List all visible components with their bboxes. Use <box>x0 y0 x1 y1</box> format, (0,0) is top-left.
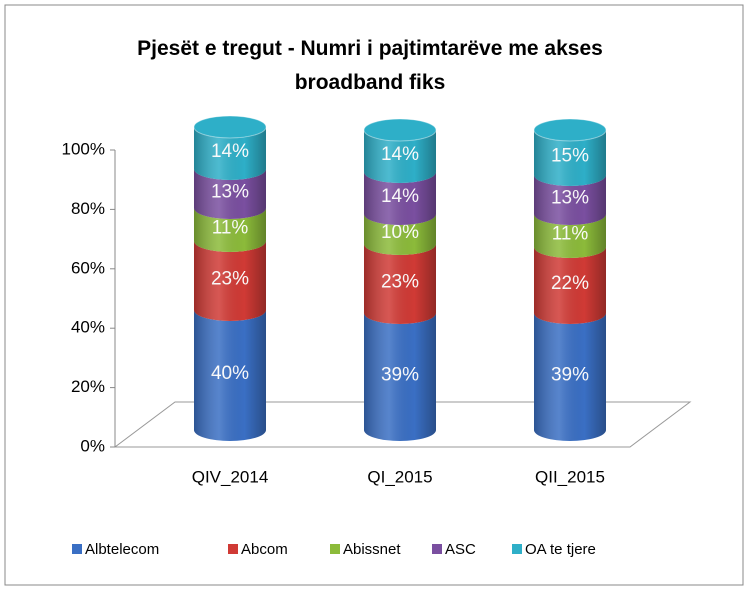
y-tick-label: 80% <box>71 199 105 218</box>
y-tick-label: 60% <box>71 258 105 277</box>
y-tick-label: 20% <box>71 377 105 396</box>
legend-label: Abcom <box>241 541 288 558</box>
legend-swatch <box>512 544 522 554</box>
data-label: 11% <box>212 218 249 239</box>
data-label: 23% <box>381 272 419 293</box>
legend-swatch <box>228 544 238 554</box>
data-label: 13% <box>211 182 249 203</box>
data-label: 23% <box>211 269 249 290</box>
data-label: 40% <box>211 363 249 384</box>
chart-title: Pjesët e tregut - Numri i pajtimtarëve m… <box>137 37 603 94</box>
data-label: 14% <box>381 186 419 207</box>
y-tick-label: 40% <box>71 318 105 337</box>
legend-swatch <box>72 544 82 554</box>
legend-swatch <box>432 544 442 554</box>
data-label: 13% <box>551 188 589 209</box>
y-tick-label: 100% <box>62 139 105 158</box>
legend-swatch <box>330 544 340 554</box>
data-label: 39% <box>381 365 419 386</box>
data-label: 15% <box>551 146 589 167</box>
x-tick-label: QII_2015 <box>535 467 605 486</box>
y-tick-label: 0% <box>80 436 105 455</box>
legend-label: Albtelecom <box>85 541 159 558</box>
data-label: 22% <box>551 273 589 294</box>
legend-label: Abissnet <box>343 541 401 558</box>
data-label: 11% <box>552 224 589 245</box>
data-label: 14% <box>211 141 249 162</box>
cylinder-top <box>363 118 437 142</box>
cylinder-top <box>533 118 607 142</box>
legend-label: ASC <box>445 541 476 558</box>
data-label: 10% <box>381 222 419 243</box>
legend-label: OA te tjere <box>525 541 596 558</box>
cylinder-top <box>193 115 267 139</box>
data-label: 14% <box>381 144 419 165</box>
x-tick-label: QI_2015 <box>367 467 432 486</box>
data-label: 39% <box>551 365 589 386</box>
x-tick-label: QIV_2014 <box>192 467 269 486</box>
